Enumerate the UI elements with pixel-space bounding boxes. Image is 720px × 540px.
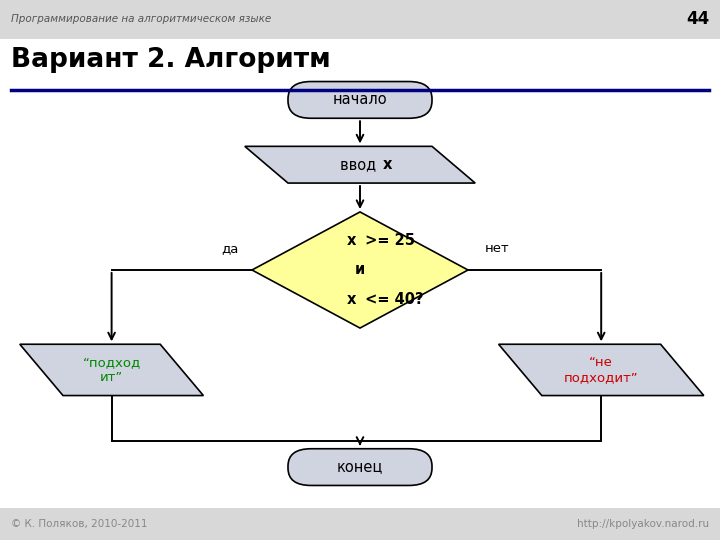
Text: начало: начало: [333, 92, 387, 107]
Polygon shape: [498, 345, 704, 395]
Text: http://kpolyakov.narod.ru: http://kpolyakov.narod.ru: [577, 519, 709, 529]
Polygon shape: [252, 212, 468, 328]
Text: <= 40?: <= 40?: [360, 292, 423, 307]
Text: Вариант 2. Алгоритм: Вариант 2. Алгоритм: [11, 47, 330, 73]
Text: x: x: [347, 233, 356, 248]
Text: да: да: [222, 242, 239, 255]
Text: ввод: ввод: [340, 157, 380, 172]
Text: конец: конец: [337, 460, 383, 475]
Text: © К. Поляков, 2010-2011: © К. Поляков, 2010-2011: [11, 519, 148, 529]
Polygon shape: [19, 345, 203, 395]
Text: x: x: [347, 292, 356, 307]
Text: нет: нет: [485, 242, 509, 255]
Text: и: и: [355, 262, 365, 278]
Polygon shape: [245, 146, 475, 183]
FancyBboxPatch shape: [0, 0, 720, 39]
Text: 44: 44: [686, 10, 709, 29]
Text: x: x: [382, 157, 392, 172]
Text: “не
подходит”: “не подходит”: [564, 356, 639, 384]
Text: “подход
ит”: “подход ит”: [83, 356, 140, 384]
FancyBboxPatch shape: [0, 508, 720, 540]
FancyBboxPatch shape: [288, 82, 432, 118]
Text: Программирование на алгоритмическом языке: Программирование на алгоритмическом язык…: [11, 15, 271, 24]
Text: >= 25: >= 25: [360, 233, 415, 248]
FancyBboxPatch shape: [288, 449, 432, 485]
